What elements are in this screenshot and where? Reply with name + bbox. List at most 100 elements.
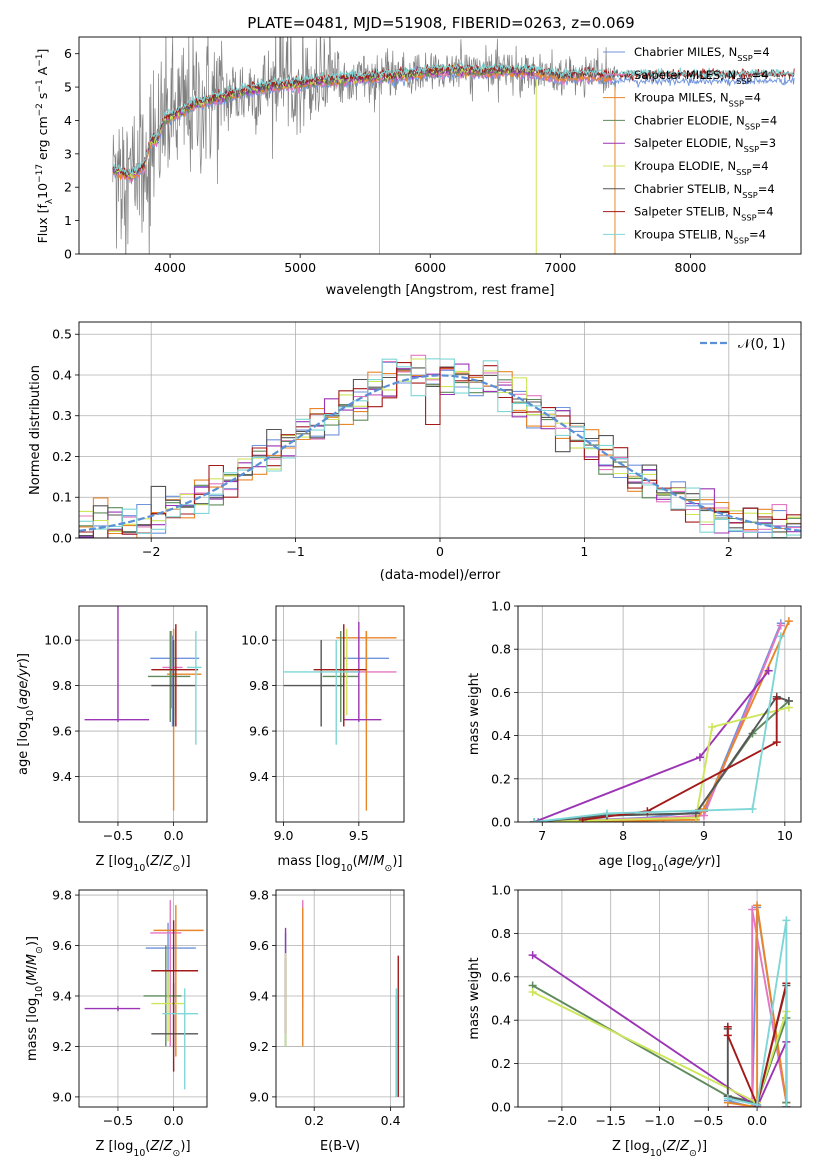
y-tick-label: 9.4 [52, 769, 72, 784]
label-part: )] [180, 1139, 190, 1154]
label-part: =4 [749, 227, 766, 241]
y-tick-label: 9.4 [52, 988, 72, 1003]
label-part: M [25, 954, 40, 965]
weight-line [727, 909, 788, 1107]
y-axis-label: mass weight [467, 673, 482, 755]
x-axis-label: Z [log10(Z/Z⊙)] [612, 1139, 707, 1159]
label-part: ⊙ [689, 1148, 697, 1159]
weight-marker [782, 1103, 791, 1107]
weight-line [542, 625, 782, 822]
panel-weight-vs-Z: −2.0 −1.5 −1.0 −0.5 0.0 0.0 0.2 0.4 0.6 0.8 1.0 Z [… [467, 883, 802, 1159]
axes-frame [517, 889, 802, 1108]
label-part: Kroupa MILES, N [634, 91, 729, 105]
label-part: M [358, 854, 369, 869]
weight-marker [695, 753, 704, 762]
label-part: ⊙ [173, 1148, 181, 1159]
weight-line [534, 706, 790, 822]
label-part: Kroupa STELIB, N [634, 227, 734, 241]
label-part: / [676, 1139, 681, 1154]
label-part: =4 [744, 91, 761, 105]
x-tick-label: 1 [580, 544, 588, 559]
label-part: =4 [758, 182, 775, 196]
y-tick-label: 9.6 [52, 938, 72, 953]
label-part: )] [710, 854, 720, 869]
x-tick-label: 0 [436, 544, 444, 559]
label-part: ( [662, 1139, 667, 1154]
y-axis-label: Flux [fλ10−17 erg cm−2 s−1 A−1] [35, 49, 55, 244]
label-part: λ [45, 198, 55, 204]
label-part: Salpeter STELIB, N [634, 205, 741, 219]
label-part: Z [679, 1139, 690, 1154]
weight-line [534, 636, 782, 822]
label-part: ( [145, 854, 150, 869]
legend-label: Kroupa ELODIE, NSSP=4 [634, 159, 769, 177]
y-tick-label: 0.1 [52, 490, 72, 505]
y-tick-label: 6 [64, 46, 72, 61]
weight-marker [772, 694, 781, 703]
x-tick-label: 7000 [544, 260, 576, 275]
label-part: −17 [35, 164, 45, 183]
label-part: A [35, 66, 50, 79]
weight-line [727, 905, 788, 1107]
label-part: =4 [752, 159, 769, 173]
y-tick-label: 9.8 [249, 678, 269, 693]
label-part: M [373, 854, 384, 869]
label-part: 10 [133, 1148, 145, 1159]
label-part: Flux [f [35, 204, 50, 244]
weight-line [582, 698, 778, 821]
x-tick-label: 0.0 [747, 1113, 767, 1128]
label-part: s [35, 93, 50, 104]
panel-residuals: −2 −1 0 1 2 0.0 0.1 0.2 0.3 0.4 0.5 𝒩(0, 1) (data-mo… [28, 321, 802, 583]
y-tick-label: 3 [64, 146, 72, 161]
weight-marker [723, 1031, 732, 1040]
panel-mass-vs-Z: −0.5 0.09.09.29.49.69.8Z [log10(Z/Z⊙)]mas… [25, 888, 208, 1159]
weight-marker [784, 617, 793, 626]
label-part: ⊙ [34, 946, 45, 954]
label-part: mass [log [278, 854, 341, 869]
axes-frame [275, 889, 405, 1108]
label-part: −2 [35, 103, 45, 116]
x-axis-label: (data-model)/error [380, 568, 501, 583]
x-axis-label: Z [log10(Z/Z⊙)] [95, 854, 190, 874]
weight-marker [530, 818, 539, 822]
weight-line [533, 670, 770, 822]
axes-frame [78, 605, 208, 823]
label-part: )] [25, 936, 40, 946]
label-part: Salpeter MILES, N [634, 68, 736, 82]
label-part: ( [353, 854, 358, 869]
y-tick-label: 0.6 [491, 685, 511, 700]
x-tick-label: −2 [142, 544, 160, 559]
plot-area [518, 606, 801, 822]
label-part: 10 [35, 183, 50, 199]
label-part: ] [35, 49, 50, 54]
legend-label: Salpeter ELODIE, NSSP=3 [634, 136, 776, 154]
x-tick-label: 5000 [284, 260, 316, 275]
observed-spectrum [112, 37, 617, 254]
weight-marker [753, 1100, 762, 1107]
y-tick-label: 9.6 [52, 724, 72, 739]
y-tick-label: 0.8 [491, 926, 511, 941]
label-part: )] [180, 854, 190, 869]
label-part: ( [25, 981, 40, 986]
label-part: Chabrier ELODIE, N [634, 113, 745, 127]
label-part: 10 [652, 863, 664, 874]
label-part: ( [145, 1139, 150, 1154]
label-part: Z [log [95, 854, 133, 869]
axes-frame [78, 36, 802, 255]
weight-marker [772, 738, 781, 747]
x-tick-label: −2.0 [547, 1113, 577, 1128]
figure-title: PLATE=0481, MJD=51908, FIBERID=0263, z=0… [247, 14, 634, 32]
panel-age-vs-Z: −0.5 0.09.49.69.810.0Z [log10(Z/Z⊙)]age [… [16, 605, 208, 874]
y-axis-label: age [log10(age/yr)] [16, 653, 36, 775]
y-tick-label: 9.6 [249, 724, 269, 739]
label-part: ( [664, 854, 669, 869]
x-tick-label: 4000 [154, 260, 186, 275]
y-tick-label: 9.8 [52, 678, 72, 693]
legend-label: Kroupa MILES, NSSP=4 [634, 91, 761, 109]
legend-label: Chabrier ELODIE, NSSP=4 [634, 113, 777, 131]
label-part: Z [163, 1139, 174, 1154]
y-tick-label: 9.0 [52, 1089, 72, 1104]
y-tick-label: 0.4 [491, 728, 511, 743]
y-tick-label: 0.2 [491, 1056, 511, 1071]
